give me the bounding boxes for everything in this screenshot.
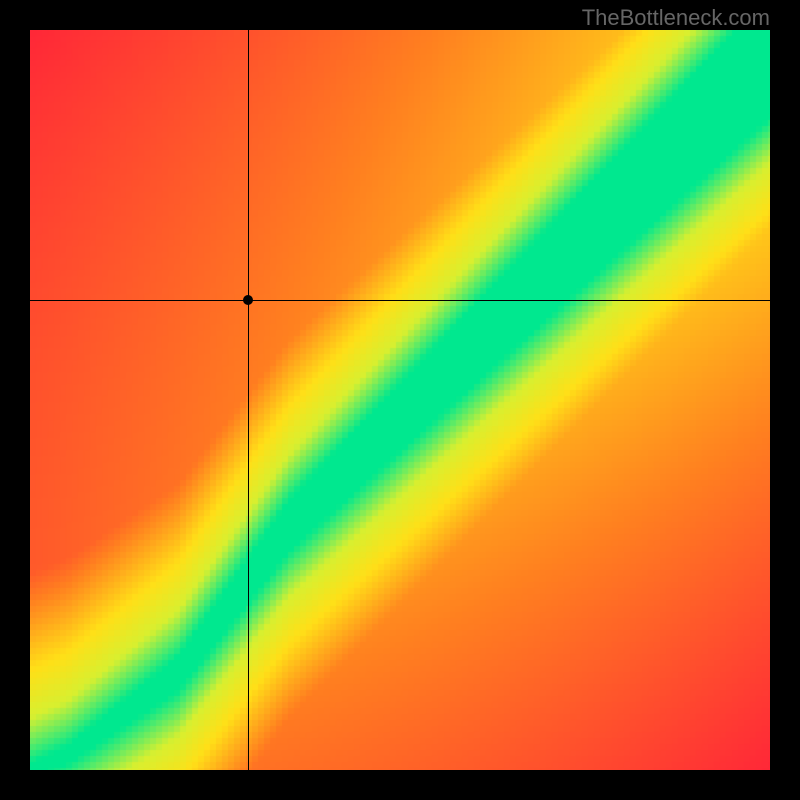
crosshair-horizontal-line [30, 300, 770, 301]
crosshair-vertical-line [248, 30, 249, 770]
heatmap-canvas [30, 30, 770, 770]
watermark-text: TheBottleneck.com [582, 5, 770, 31]
bottleneck-heatmap-chart [30, 30, 770, 770]
crosshair-marker-dot [243, 295, 253, 305]
